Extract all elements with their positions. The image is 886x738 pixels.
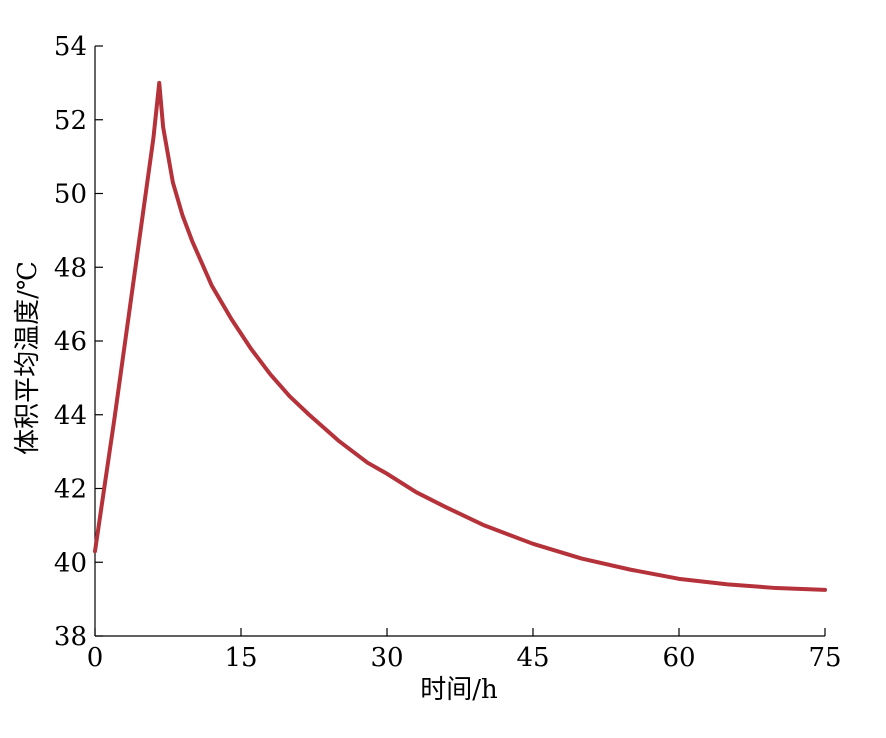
x-tick-label: 75	[808, 643, 841, 673]
x-tick-label: 15	[224, 643, 257, 673]
x-tick-label: 30	[370, 643, 403, 673]
y-tick-label: 42	[54, 475, 87, 505]
axes	[94, 46, 825, 637]
x-tick-label: 60	[662, 643, 695, 673]
y-tick-label: 40	[54, 548, 87, 578]
x-ticks: 0 15 30 45 60 75	[87, 628, 842, 673]
x-axis-title: 时间/h	[420, 675, 498, 705]
y-axis-title: 体积平均温度/℃	[13, 261, 43, 455]
x-tick-label: 45	[516, 643, 549, 673]
series-line	[93, 80, 827, 592]
y-tick-label: 44	[54, 401, 87, 431]
y-ticks: 38 40 42 44 46 48 50 52 54	[54, 32, 103, 652]
y-tick-label: 46	[54, 327, 87, 357]
y-tick-label: 54	[54, 32, 87, 62]
y-tick-label: 48	[54, 253, 87, 283]
x-tick-label: 0	[87, 643, 104, 673]
y-tick-label: 38	[54, 622, 87, 652]
series-layer	[93, 80, 827, 592]
y-tick-label: 52	[54, 106, 87, 136]
y-tick-label: 50	[54, 180, 87, 210]
